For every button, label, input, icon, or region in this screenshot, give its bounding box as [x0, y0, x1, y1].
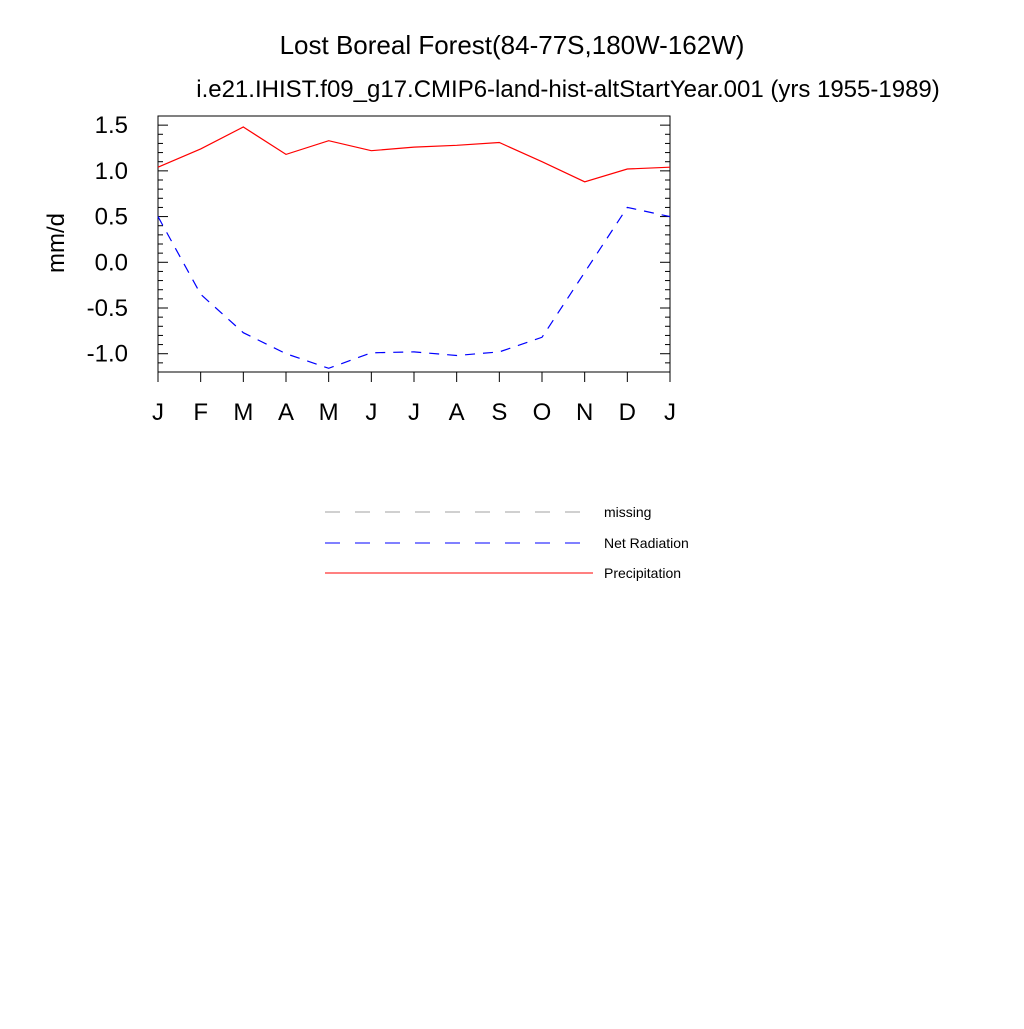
x-tick-label: A — [278, 399, 294, 426]
x-tick-label: J — [664, 399, 676, 426]
y-tick-label: -1.0 — [87, 341, 128, 368]
y-tick-label: 0.5 — [95, 204, 128, 231]
x-tick-label: N — [576, 399, 593, 426]
y-axis-label: mm/d — [43, 213, 70, 273]
x-tick-label: M — [233, 399, 253, 426]
series-layer — [157, 126, 671, 369]
plot-frame — [157, 115, 671, 373]
series-line-net-radiation — [157, 206, 671, 369]
x-tick-label: F — [193, 399, 208, 426]
x-tick-label: O — [533, 399, 552, 426]
axis-ticks: 1.51.00.50.0-0.5-1.0J F M A M J J A S O N D J — [87, 112, 676, 426]
legend-label: missing — [604, 504, 651, 520]
x-tick-label: J — [365, 399, 377, 426]
x-tick-label: S — [491, 399, 507, 426]
series-line-precipitation — [157, 126, 671, 183]
y-tick-label: 1.5 — [95, 112, 128, 139]
x-tick-label: M — [319, 399, 339, 426]
x-tick-label: D — [619, 399, 636, 426]
y-tick-label: -0.5 — [87, 295, 128, 322]
y-tick-label: 0.0 — [95, 249, 128, 276]
legend-label: Net Radiation — [604, 535, 689, 551]
x-tick-label: A — [449, 399, 465, 426]
legend-label: Precipitation — [604, 565, 681, 581]
x-tick-label: J — [152, 399, 164, 426]
chart-title: Lost Boreal Forest(84-77S,180W-162W) — [280, 30, 745, 60]
chart-subtitle: i.e21.IHIST.f09_g17.CMIP6-land-hist-altS… — [196, 76, 940, 103]
y-tick-label: 1.0 — [95, 158, 128, 185]
legend: missing Net Radiation Precipitation — [325, 504, 689, 581]
x-tick-label: J — [408, 399, 420, 426]
